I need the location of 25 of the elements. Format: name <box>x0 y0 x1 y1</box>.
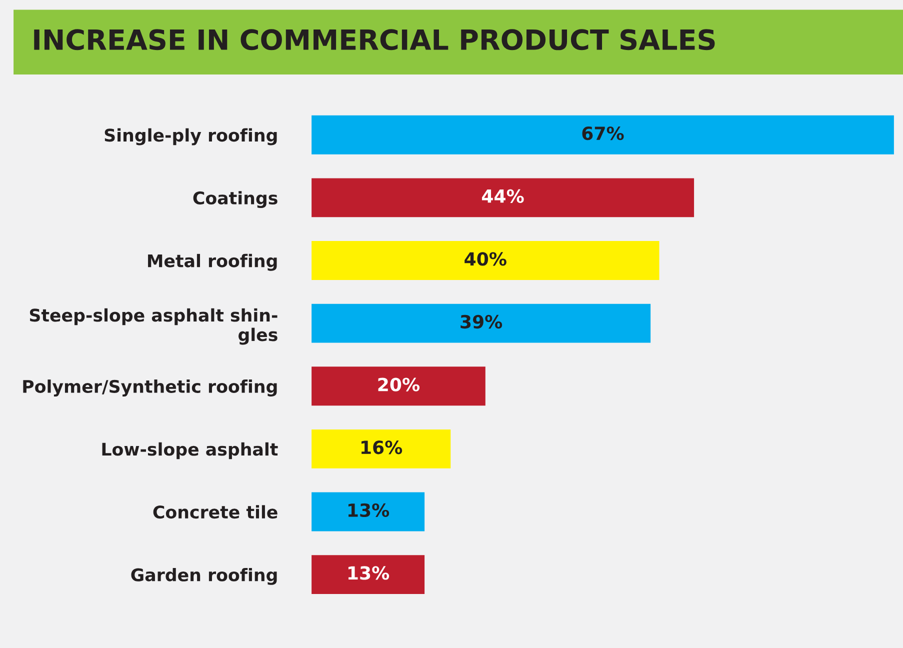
data-label: 39% <box>460 314 502 329</box>
y-tick-label: Single-ply roofing <box>104 128 277 146</box>
bar <box>312 115 894 154</box>
bar <box>312 178 694 218</box>
bar <box>312 429 451 468</box>
y-tick-label: Steep-slope asphalt shin- gles <box>30 308 278 345</box>
bar <box>312 555 425 594</box>
y-tick-label: Polymer/Synthetic roofing <box>23 380 277 396</box>
data-label: 44% <box>482 189 524 203</box>
y-tick-label: Concrete tile <box>153 505 278 519</box>
data-label: 13% <box>348 566 390 580</box>
data-label: 20% <box>378 378 420 392</box>
bar <box>312 241 660 280</box>
data-label: 40% <box>464 252 506 266</box>
y-tick-label: Garden roofing <box>131 568 277 585</box>
y-tick-label: Coatings <box>193 191 278 208</box>
data-label: 13% <box>348 503 390 517</box>
y-tick-label: Metal roofing <box>148 254 277 271</box>
y-tick-label: Low-slope asphalt <box>102 442 278 460</box>
data-label: 67% <box>582 126 624 140</box>
data-label: 16% <box>362 440 402 454</box>
bar <box>312 304 651 343</box>
chart-title: INCREASE IN COMMERCIAL PRODUCT SALES <box>34 29 715 50</box>
bar <box>312 492 425 532</box>
bar <box>312 366 486 406</box>
